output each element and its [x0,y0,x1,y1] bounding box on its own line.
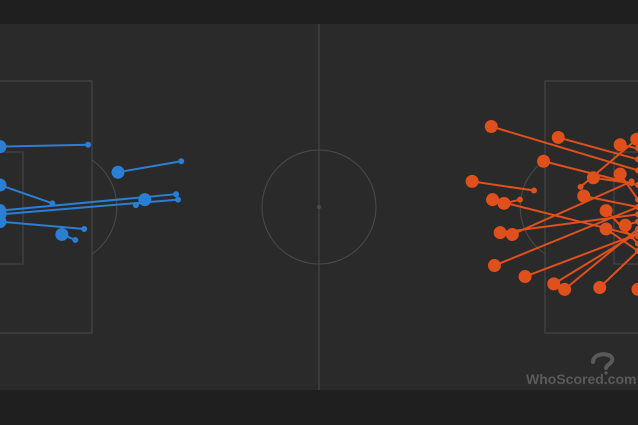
away-pass-origin-point [558,282,572,296]
away-pass-origin-point [484,119,498,133]
home-pass-origin-point [0,215,7,229]
away-pass-2 [551,130,638,163]
away-pass-7 [613,167,638,203]
away-pass-origin-point [547,277,561,291]
away-pass-line [524,235,632,278]
away-pass-origin-point [493,226,507,240]
home-pass-line [0,143,89,148]
home-pass-7 [0,215,88,232]
away-pass-end-point [635,204,638,210]
away-pass-origin-point [599,222,613,236]
home-pass-end-point [178,158,185,165]
centre-spot [316,204,322,210]
away-pass-end-point [635,211,638,218]
away-pass-end-point [635,247,638,254]
home-pass-origin-point [138,193,152,207]
away-pass-1 [484,119,638,174]
top-bar [0,0,638,24]
away-pass-origin-point [631,282,638,296]
home-pass-3 [0,178,56,207]
away-pass-origin-point [487,259,501,273]
away-pass-20 [558,225,638,296]
right-penalty-area [544,80,638,334]
watermark-text: WhoScored.com [526,371,636,387]
away-pass-end-point [635,225,638,232]
home-pass-origin-point [111,165,125,179]
home-pass-end-point [175,196,182,203]
away-pass-origin-point [599,204,613,218]
away-pass-end-point [635,240,638,247]
away-pass-end-point [635,182,638,189]
away-pass-line [557,136,638,161]
away-team-passes [465,119,638,296]
away-pass-line [511,180,633,236]
whoscored-logo-icon [591,352,615,375]
away-pass-origin-point [551,130,565,144]
home-pass-end-point [173,191,180,198]
home-pass-6 [132,193,152,209]
away-pass-origin-point [577,189,591,203]
away-pass-line [599,250,638,289]
away-pass-origin-point [586,171,600,185]
away-pass-line [471,180,535,192]
away-pass-origin-point [518,270,532,284]
home-pass-end-point [72,236,79,243]
home-pass-line [0,184,53,205]
watermark: WhoScored.com [526,352,636,387]
home-pass-end-point [85,141,92,148]
away-pass-end-point [635,167,638,174]
home-pass-origin-point [0,140,7,154]
away-pass-origin-point [613,167,627,181]
away-pass-line [563,228,638,291]
away-pass-9 [486,193,638,240]
away-pass-line [494,206,638,267]
away-pass-end-point [635,218,638,225]
left-penalty-arc [91,159,118,255]
away-pass-origin-point [630,132,638,146]
away-pass-origin-point [618,218,632,232]
away-pass-line [492,198,638,238]
away-pass-end-point [531,187,538,194]
bottom-bar [0,390,638,425]
home-pass-end-point [132,202,139,209]
away-pass-end-point [577,183,584,190]
away-pass-origin-point [593,281,607,295]
home-pass-8 [55,227,79,243]
home-pass-end-point [81,225,88,232]
home-pass-line [117,160,182,174]
away-pass-22 [631,282,638,296]
away-pass-origin-point [505,227,519,241]
away-pass-8 [465,174,538,194]
away-pass-origin-point [465,174,479,188]
away-pass-end-point [516,196,523,203]
away-pass-14 [505,178,635,241]
home-pass-line [0,220,85,230]
away-pass-end-point [635,145,638,152]
away-pass-origin-point [486,193,500,207]
right-six-yard-box [613,151,638,265]
centre-circle [261,149,377,265]
away-pass-origin-point [613,138,627,152]
away-pass-16 [618,218,638,232]
away-pass-origin-point [497,196,511,210]
away-pass-17 [487,204,638,273]
away-pass-10 [497,196,523,210]
away-pass-end-point [628,178,635,185]
away-pass-origin-point [537,154,551,168]
away-pass-end-point [635,196,638,203]
home-pass-1 [0,140,92,154]
home-pass-origin-point [55,227,69,241]
away-pass-line [490,125,638,172]
home-pass-2 [111,158,185,179]
home-pass-origin-point [0,178,7,192]
away-pass-21 [593,247,638,295]
away-pass-end-point [635,156,638,163]
home-team-passes [0,140,185,243]
